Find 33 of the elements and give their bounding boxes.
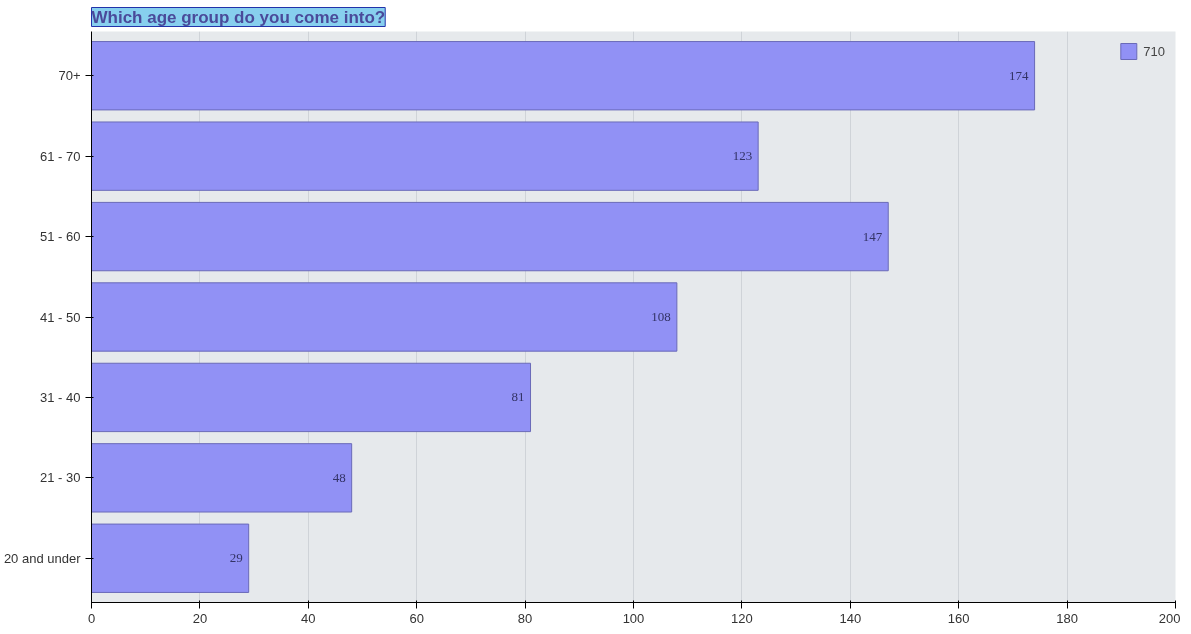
x-tick-label: 40 [301,610,316,626]
data-label: 29 [229,550,243,566]
data-label: 48 [332,469,346,485]
x-tick-label: 20 [192,610,208,626]
bar [91,443,353,513]
y-tick-label: 21 - 30 [40,470,81,486]
x-tick-label: 0 [87,610,96,626]
y-tick-label: 70+ [58,68,81,84]
legend-label: 710 [1143,43,1165,59]
bar [91,523,250,593]
x-tick-label: 160 [947,610,970,626]
y-tick-label: 20 and under [3,550,82,566]
bar [91,362,532,433]
data-label: 108 [651,309,671,324]
x-tick-label: 60 [409,610,424,626]
bar [91,121,759,191]
bar [91,201,889,272]
data-label: 123 [732,148,753,164]
x-tick-label: 120 [731,610,753,626]
bar [91,41,1036,111]
x-tick-label: 80 [517,610,533,626]
x-tick-label: 100 [622,610,645,626]
x-tick-label: 200 [1158,610,1181,626]
data-label: 147 [862,228,883,244]
x-tick-label: 140 [839,610,862,626]
data-label: 174 [1009,67,1030,83]
x-tick-label: 180 [1056,610,1078,626]
data-label: 81 [511,389,525,405]
y-tick-label: 41 - 50 [40,309,81,325]
y-tick-label: 51 - 60 [40,229,81,245]
y-tick-label: 31 - 40 [40,389,81,405]
bar [91,282,678,352]
y-tick-label: 61 - 70 [40,148,81,164]
